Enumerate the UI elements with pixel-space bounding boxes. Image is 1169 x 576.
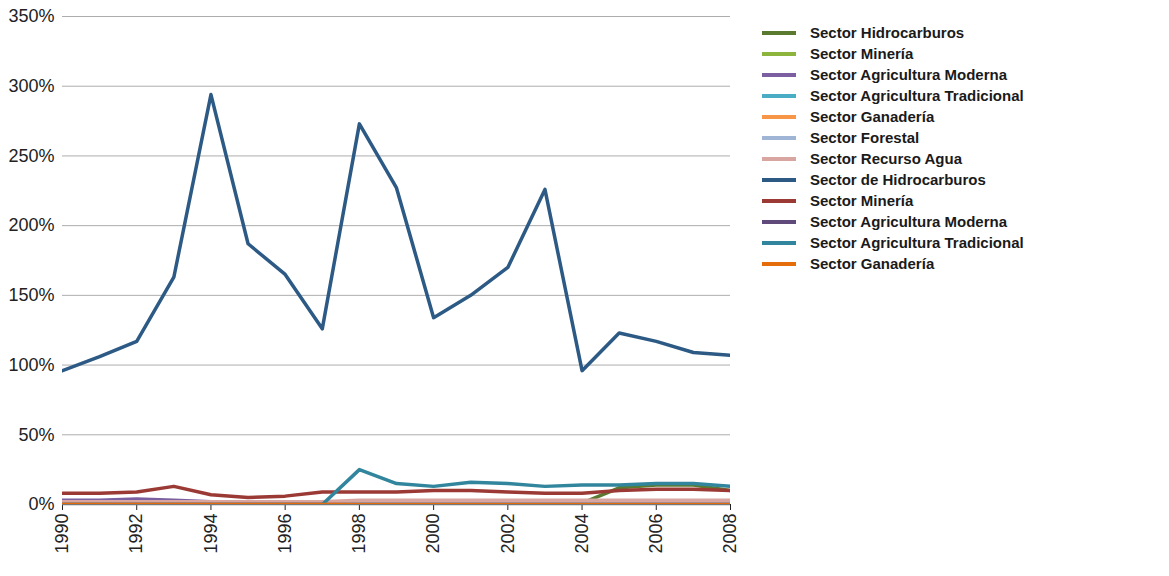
svg-text:1994: 1994: [201, 514, 221, 554]
html-text:Sector Agricultura Moderna: Sector Agricultura Moderna: [810, 213, 1007, 230]
html-text:Sector Forestal: Sector Forestal: [810, 129, 920, 146]
html-text:Sector Minería: Sector Minería: [810, 45, 914, 62]
svg-text:2006: 2006: [646, 514, 666, 554]
svg-text:2008: 2008: [720, 514, 740, 554]
svg-text:0%: 0%: [28, 494, 54, 514]
html-text:Sector Agricultura Tradicional: Sector Agricultura Tradicional: [810, 87, 1024, 104]
html-text:Sector Agricultura Moderna: Sector Agricultura Moderna: [810, 66, 1007, 83]
svg-text:1996: 1996: [275, 514, 295, 554]
svg-text:2000: 2000: [423, 514, 443, 554]
html-text:Sector Ganadería: Sector Ganadería: [810, 108, 935, 125]
html-text:Sector Agricultura Tradicional: Sector Agricultura Tradicional: [810, 234, 1024, 251]
svg-text:200%: 200%: [8, 215, 54, 235]
svg-text:150%: 150%: [8, 285, 54, 305]
html-text:Sector Recurso Agua: Sector Recurso Agua: [810, 150, 962, 167]
svg-text:300%: 300%: [8, 76, 54, 96]
svg-text:2002: 2002: [498, 514, 518, 554]
html-text:Sector Hidrocarburos: Sector Hidrocarburos: [810, 24, 965, 41]
svg-text:350%: 350%: [8, 6, 54, 26]
svg-text:2004: 2004: [572, 514, 592, 554]
svg-text:250%: 250%: [8, 146, 54, 166]
svg-text:100%: 100%: [8, 355, 54, 375]
svg-text:1998: 1998: [349, 514, 369, 554]
svg-text:1990: 1990: [52, 514, 72, 554]
svg-text:50%: 50%: [18, 425, 54, 445]
html-text:Sector de Hidrocarburos: Sector de Hidrocarburos: [810, 171, 986, 188]
html-text:Sector Ganadería: Sector Ganadería: [810, 255, 935, 272]
svg-text:1992: 1992: [126, 514, 146, 554]
html-text:Sector Minería: Sector Minería: [810, 192, 914, 209]
